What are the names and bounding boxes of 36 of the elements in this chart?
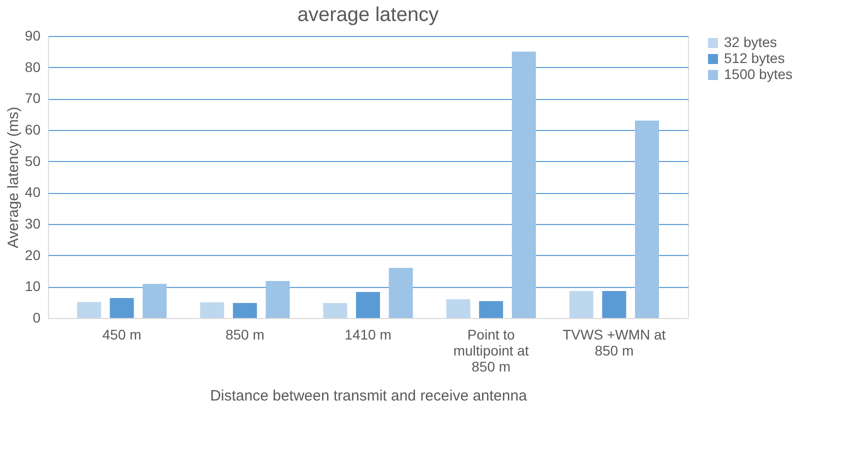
bar	[479, 301, 504, 318]
y-tick-label: 90	[24, 28, 41, 44]
x-tick-label: 850 m	[225, 326, 264, 342]
y-tick-label: 50	[24, 152, 41, 169]
x-tick-label: 1410 m	[344, 326, 392, 342]
legend-label: 512 bytes	[724, 50, 785, 66]
y-tick-label: 60	[24, 122, 41, 138]
y-tick-label: 20	[24, 246, 41, 263]
y-tick-label: 40	[24, 184, 41, 200]
bar	[569, 291, 594, 318]
bar	[142, 284, 167, 318]
x-tick-label: Point to multipoint at 850 m	[453, 326, 529, 374]
y-tick-label: 70	[24, 90, 41, 106]
bar	[232, 302, 257, 318]
y-tick-label: 0	[32, 310, 41, 326]
bar	[446, 299, 470, 318]
y-tick-label: 10	[24, 278, 41, 294]
chart-title: average latency	[297, 4, 439, 26]
x-tick-label: TVWS +WMN at 850 m	[562, 326, 666, 358]
bar	[110, 298, 134, 318]
bar	[200, 302, 224, 318]
y-tick-label: 30	[24, 216, 41, 232]
bar	[602, 291, 626, 318]
legend-label: 1500 bytes	[724, 66, 792, 82]
bar	[356, 292, 380, 318]
bar	[388, 268, 413, 318]
bar	[634, 120, 659, 318]
y-tick-label: 80	[24, 58, 41, 75]
legend-label: 32 bytes	[724, 34, 777, 50]
y-axis-title: Average latency (ms)	[4, 106, 22, 248]
bar	[323, 302, 348, 318]
bar	[266, 281, 290, 318]
x-tick-label: 450 m	[102, 326, 142, 342]
bar	[77, 302, 102, 318]
bar	[512, 52, 536, 318]
x-axis-title: Distance between transmit and receive antenna	[210, 388, 528, 404]
